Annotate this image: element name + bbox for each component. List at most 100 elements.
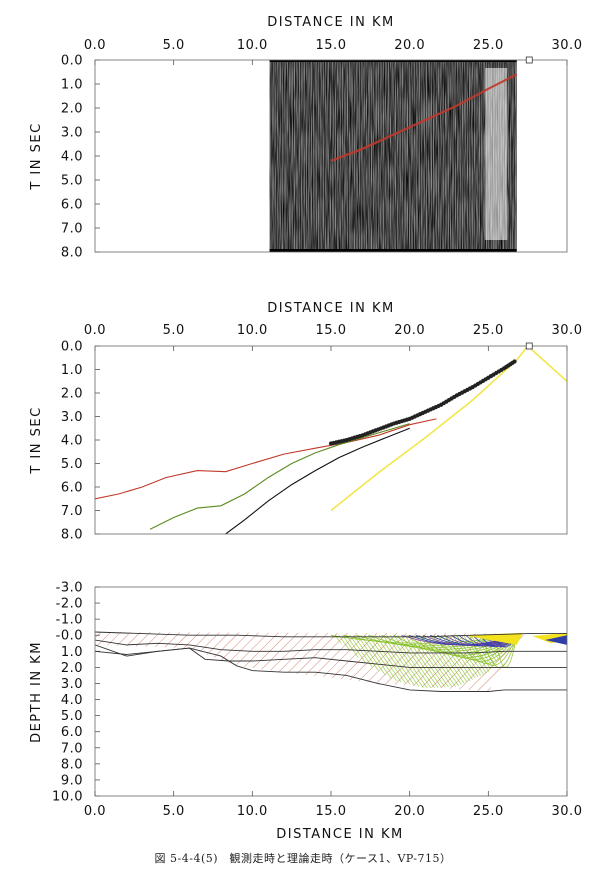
x-tick-label: 5.0: [163, 38, 185, 53]
ray-model-panel: -3.0-2.0-1.0-0.01.02.03.04.05.06.07.08.0…: [29, 581, 582, 843]
picked-arrival-line: [330, 73, 518, 162]
y-tick-label: 1.0: [61, 645, 83, 660]
figure-caption: 図 5-4-4(5) 観測走時と理論走時（ケース1、VP-715）: [154, 852, 452, 865]
record-top-bar: [269, 60, 517, 62]
shot-point-marker: [525, 56, 533, 64]
x-tick-label: 20.0: [394, 38, 425, 53]
record-yticks: 0.0 1.0 2.0 3.0 4.0 5.0 6.0 7.0 8.0: [61, 54, 100, 261]
traveltime-xlabel: DISTANCE IN KM: [267, 301, 395, 316]
y-tick-label: 5.0: [61, 709, 83, 724]
observed-traveltimes: [328, 359, 517, 446]
y-tick-label: 7.0: [61, 741, 83, 756]
y-tick-label: -1.0: [56, 613, 83, 628]
ray-path-green: [469, 635, 517, 666]
shot-marker-square: [525, 56, 533, 64]
y-tick-label: 5.0: [61, 457, 83, 472]
traveltime-ylabel: T IN SEC: [29, 406, 44, 474]
traveltime-plot-frame: [94, 345, 568, 535]
y-tick-label: 8.0: [61, 757, 83, 772]
x-tick-label: 20.0: [394, 323, 425, 338]
x-tick-label: 20.0: [394, 804, 425, 819]
traveltime-xticks: 0.0 5.0 10.0 15.0 20.0 25.0 30.0: [84, 323, 583, 351]
x-tick-label: 15.0: [316, 38, 347, 53]
x-tick-label: 10.0: [237, 804, 268, 819]
x-tick-label: 30.0: [552, 323, 583, 338]
ray-plot-frame: [94, 586, 568, 797]
x-tick-label: 5.0: [163, 804, 185, 819]
depth-xlabel: DISTANCE IN KM: [276, 827, 404, 842]
x-tick-label: 5.0: [163, 323, 185, 338]
x-tick-label: 25.0: [473, 323, 504, 338]
y-tick-label: 4.0: [61, 434, 83, 449]
x-tick-label: 25.0: [473, 38, 504, 53]
picked-line-path: [330, 73, 518, 162]
traveltime-yticks: 0.0 1.0 2.0 3.0 4.0 5.0 6.0 7.0 8.0: [61, 340, 100, 543]
depth-yticks: -3.0-2.0-1.0-0.01.02.03.04.05.06.07.08.0…: [52, 581, 100, 805]
y-tick-label: -2.0: [56, 597, 83, 612]
x-tick-label: 10.0: [237, 38, 268, 53]
depth-xticks: 0.0 5.0 10.0 15.0 20.0 25.0 30.0: [84, 791, 583, 819]
y-tick-label: 6.0: [61, 725, 83, 740]
ray-hatch-green: [331, 635, 517, 689]
y-tick-label: -3.0: [56, 581, 83, 596]
y-tick-label: 8.0: [61, 246, 83, 261]
x-tick-label: 30.0: [552, 38, 583, 53]
y-tick-label: 7.0: [61, 504, 83, 519]
layer-boundary: [95, 647, 567, 692]
y-tick-label: 9.0: [61, 773, 83, 788]
y-tick-label: 6.0: [61, 481, 83, 496]
y-tick-label: 5.0: [61, 174, 83, 189]
x-tick-label: 25.0: [473, 804, 504, 819]
layer-boundary: [95, 639, 567, 654]
depth-ylabel: DEPTH IN KM: [29, 641, 44, 743]
y-tick-label: 1.0: [61, 363, 83, 378]
y-tick-label: 6.0: [61, 198, 83, 213]
traveltime-curve: [95, 418, 437, 500]
traveltime-curve: [330, 359, 518, 512]
y-tick-label: 3.0: [61, 410, 83, 425]
y-tick-label: 2.0: [61, 661, 83, 676]
traveltime-curve: [149, 423, 410, 530]
x-tick-label: 15.0: [316, 804, 347, 819]
y-tick-label: 2.0: [61, 387, 83, 402]
y-tick-label: 1.0: [61, 78, 83, 93]
record-xlabel: DISTANCE IN KM: [267, 15, 395, 30]
y-tick-label: 3.0: [61, 126, 83, 141]
y-tick-label: 0.0: [61, 54, 83, 69]
x-tick-label: 10.0: [237, 323, 268, 338]
record-washout: [485, 68, 508, 240]
y-tick-label: 0.0: [61, 340, 83, 355]
traveltime-curve: [225, 427, 410, 534]
y-tick-label: 4.0: [61, 150, 83, 165]
shot-marker-square: [525, 342, 533, 350]
trace-noise: [269, 60, 517, 252]
record-bottom-bar: [269, 249, 517, 252]
y-tick-label: 2.0: [61, 102, 83, 117]
x-tick-label: 0.0: [84, 323, 106, 338]
y-tick-label: 8.0: [61, 528, 83, 543]
record-panel: DISTANCE IN KM 0.0 5.0 10.0 15.0 20.0 25.0 30.…: [29, 15, 582, 261]
y-tick-label: 4.0: [61, 693, 83, 708]
layer-boundaries: [95, 631, 567, 692]
calculated-traveltime-curves: [95, 346, 567, 534]
y-tick-label: 7.0: [61, 222, 83, 237]
record-plot-frame: [94, 59, 568, 253]
x-tick-label: 0.0: [84, 38, 106, 53]
ray-fill-yellow: [464, 632, 523, 645]
y-tick-label: 3.0: [61, 677, 83, 692]
shot-point-marker: [525, 342, 533, 350]
observed-point: [512, 359, 517, 364]
ray-fill-blue: [544, 635, 567, 645]
ray-paths: [95, 632, 567, 692]
layer-boundary: [95, 631, 567, 638]
record-section-traces: [269, 60, 517, 252]
traveltime-panel: DISTANCE IN KM 0.0 5.0 10.0 15.0 20.0 25.0 30.…: [29, 301, 582, 543]
x-tick-label: 15.0: [316, 323, 347, 338]
x-tick-label: 30.0: [552, 804, 583, 819]
record-ylabel: T IN SEC: [29, 122, 44, 190]
x-tick-label: 0.0: [84, 804, 106, 819]
traveltime-curve: [516, 346, 567, 382]
y-tick-label: 10.0: [52, 790, 83, 805]
y-tick-label: -0.0: [56, 629, 83, 644]
